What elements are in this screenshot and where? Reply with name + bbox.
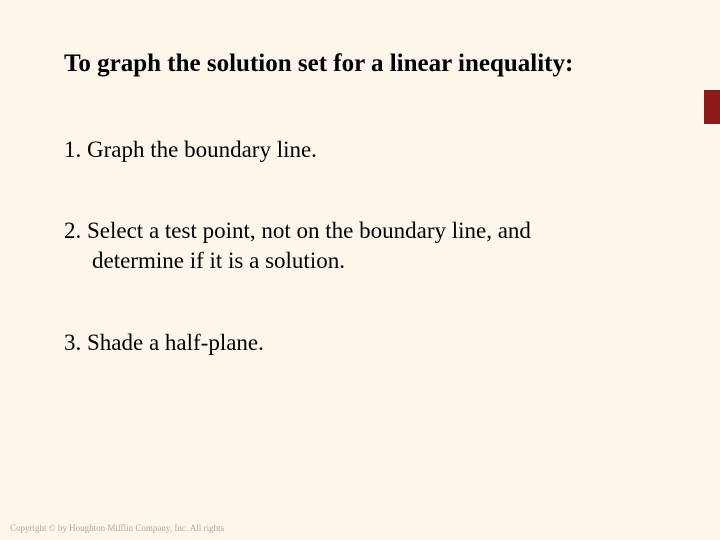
list-item-text: 1. Graph the boundary line. (64, 137, 317, 162)
list-item: 2. Select a test point, not on the bound… (64, 216, 656, 276)
list-item: 3. Shade a half-plane. (64, 328, 656, 358)
list-item: 1. Graph the boundary line. (64, 135, 656, 165)
slide-content: To graph the solution set for a linear i… (0, 0, 720, 358)
list-item-text: 3. Shade a half-plane. (64, 330, 264, 355)
list-item-text: 2. Select a test point, not on the bound… (64, 218, 531, 243)
slide-title: To graph the solution set for a linear i… (64, 48, 656, 81)
accent-bar (704, 90, 720, 124)
list-item-text-cont: determine if it is a solution. (64, 246, 656, 276)
copyright-text: Copyright © by Houghton Mifflin Company,… (10, 523, 224, 534)
